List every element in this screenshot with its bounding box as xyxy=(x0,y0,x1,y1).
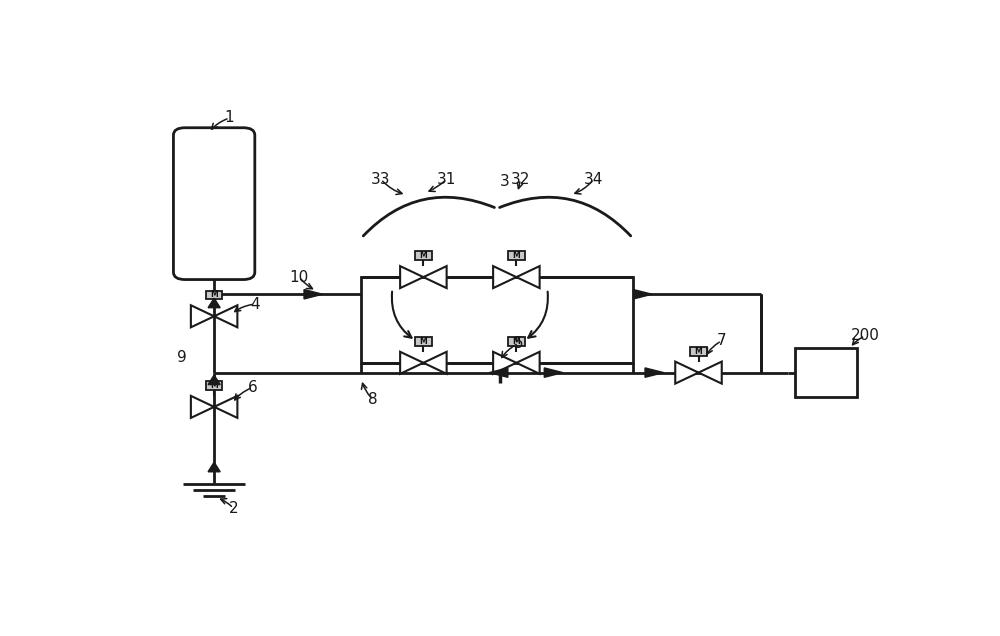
Text: 200: 200 xyxy=(851,328,880,343)
Text: M: M xyxy=(512,251,520,260)
Text: 32: 32 xyxy=(511,172,530,186)
Text: 4: 4 xyxy=(250,296,260,312)
Polygon shape xyxy=(208,298,220,308)
Bar xyxy=(690,347,707,356)
Text: 31: 31 xyxy=(437,172,456,186)
Bar xyxy=(415,251,432,260)
Bar xyxy=(508,251,525,260)
Polygon shape xyxy=(698,362,722,384)
Text: 8: 8 xyxy=(368,392,378,407)
Text: 6: 6 xyxy=(248,380,258,395)
Bar xyxy=(361,277,633,363)
Text: 10: 10 xyxy=(290,270,309,284)
Polygon shape xyxy=(516,266,540,288)
Text: 5: 5 xyxy=(514,336,524,350)
Polygon shape xyxy=(304,289,323,299)
Text: 33: 33 xyxy=(371,172,390,186)
Polygon shape xyxy=(633,289,652,299)
Polygon shape xyxy=(208,375,220,385)
Polygon shape xyxy=(544,368,563,377)
Polygon shape xyxy=(493,352,516,374)
Text: 1: 1 xyxy=(225,111,234,125)
Bar xyxy=(508,337,525,346)
Polygon shape xyxy=(214,305,237,328)
Text: 9: 9 xyxy=(177,350,187,366)
Bar xyxy=(206,381,222,390)
Text: M: M xyxy=(420,337,427,346)
Polygon shape xyxy=(214,396,237,418)
Polygon shape xyxy=(675,362,698,384)
Polygon shape xyxy=(645,368,664,377)
Polygon shape xyxy=(493,266,516,288)
Text: M: M xyxy=(210,381,218,390)
Polygon shape xyxy=(191,305,214,328)
Polygon shape xyxy=(400,266,423,288)
Bar xyxy=(415,337,432,346)
Polygon shape xyxy=(489,368,508,377)
Polygon shape xyxy=(516,352,540,374)
Text: 2: 2 xyxy=(229,501,238,516)
Text: M: M xyxy=(695,347,702,356)
Bar xyxy=(795,348,857,397)
Text: 7: 7 xyxy=(717,333,727,349)
Text: M: M xyxy=(420,251,427,260)
Polygon shape xyxy=(423,352,447,374)
Polygon shape xyxy=(208,462,220,472)
Text: 34: 34 xyxy=(584,172,604,186)
Text: 3: 3 xyxy=(500,174,510,189)
Polygon shape xyxy=(191,396,214,418)
Polygon shape xyxy=(400,352,423,374)
FancyBboxPatch shape xyxy=(173,128,255,280)
Text: M: M xyxy=(512,337,520,346)
Bar xyxy=(206,291,222,300)
Text: M: M xyxy=(210,291,218,300)
Polygon shape xyxy=(423,266,447,288)
